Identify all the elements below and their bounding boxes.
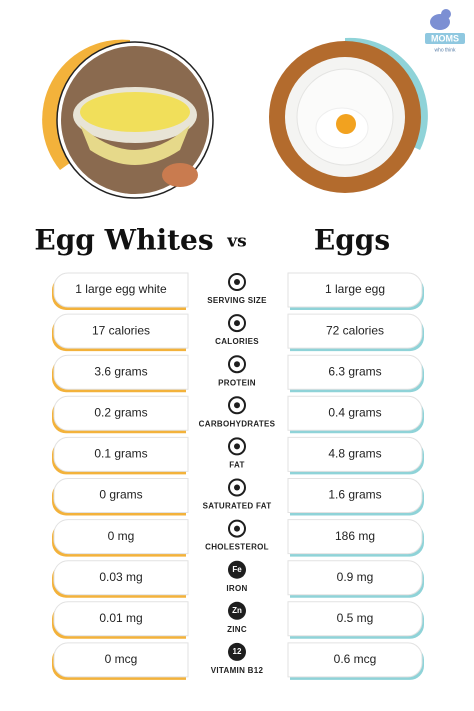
- title-left: Egg Whites: [34, 224, 213, 257]
- icon: [228, 642, 246, 661]
- icon: [228, 355, 246, 374]
- icon-dot: [234, 443, 240, 450]
- icon-dot: [234, 320, 240, 327]
- nutrient-label: VITAMIN B12: [211, 666, 264, 675]
- icon-dot: [234, 361, 240, 368]
- box: [53, 436, 189, 472]
- nutrient-label: SATURATED FAT: [203, 502, 272, 511]
- egg-whites-value: 0.03 mg: [99, 570, 142, 584]
- box: [287, 313, 423, 349]
- nutrient-label: CALORIES: [215, 337, 259, 346]
- eggs-value: 0.9 mg: [337, 570, 374, 584]
- eggs-value: 0.6 mcg: [334, 652, 377, 666]
- icon: [228, 519, 246, 538]
- egg-whites-value: 3.6 grams: [94, 364, 147, 378]
- box: [53, 354, 189, 390]
- eggs-value: 0.5 mg: [337, 611, 374, 625]
- box: [287, 395, 423, 431]
- eggs-value: 1 large egg: [325, 282, 385, 296]
- box: [53, 519, 189, 555]
- box: [287, 642, 423, 678]
- icon-text: 12: [233, 647, 242, 656]
- title-right: Eggs: [314, 224, 390, 257]
- box: [287, 478, 423, 513]
- box: [287, 354, 423, 390]
- egg-whites-value: 0 grams: [99, 488, 142, 502]
- icon-dot: [234, 402, 240, 409]
- nutrient-label: CHOLESTEROL: [205, 543, 269, 552]
- box: [287, 519, 423, 555]
- nutrient-label: IRON: [226, 584, 247, 593]
- logo-tagline: who think: [434, 47, 456, 53]
- nutrient-label: SERVING SIZE: [207, 296, 267, 305]
- egg-whites-value: 0 mcg: [105, 652, 138, 666]
- box: [53, 642, 189, 678]
- box: [53, 313, 189, 349]
- icon: [228, 314, 246, 333]
- title-vs: vs: [226, 232, 246, 252]
- icon-text: Fe: [232, 565, 242, 574]
- box: [287, 560, 423, 596]
- icon: [228, 601, 246, 620]
- icon: [228, 560, 246, 579]
- icon: [228, 437, 246, 456]
- eggs-value: 1.6 grams: [328, 488, 381, 502]
- nutrient-label: PROTEIN: [218, 378, 256, 387]
- nutrient-label: CARBOHYDRATES: [199, 419, 276, 428]
- box: [53, 272, 189, 308]
- box: [53, 478, 189, 513]
- box: [53, 395, 189, 431]
- box: [287, 601, 423, 637]
- egg-whites-value: 0.01 mg: [99, 611, 142, 625]
- icon: [228, 396, 246, 415]
- box: [287, 436, 423, 472]
- icon-dot: [234, 484, 240, 491]
- egg-whites-value: 0.1 grams: [94, 447, 147, 461]
- eggs-value: 0.4 grams: [328, 405, 381, 419]
- icon-text: Zn: [232, 606, 242, 615]
- nutrient-label: ZINC: [227, 625, 247, 634]
- eggs-value: 186 mg: [335, 529, 375, 543]
- egg-whites-value: 0.2 grams: [94, 405, 147, 419]
- egg-whites-value: 0 mg: [108, 529, 135, 543]
- eggs-value: 4.8 grams: [328, 447, 381, 461]
- icon-dot: [234, 279, 240, 285]
- box: [53, 601, 189, 637]
- egg-image: [269, 37, 428, 193]
- egg-whites-value: 1 large egg white: [75, 282, 167, 296]
- egg-whites-image: [42, 39, 214, 199]
- box: [287, 272, 423, 308]
- icon-dot: [234, 525, 240, 532]
- icon: [228, 478, 246, 497]
- eggs-value: 6.3 grams: [328, 364, 381, 378]
- egg-whites-value: 17 calories: [92, 323, 150, 337]
- logo: MOMS who think: [425, 9, 465, 53]
- logo-brand: MOMS: [431, 33, 459, 43]
- nutrient-label: FAT: [229, 461, 244, 470]
- icon: [228, 273, 246, 291]
- box: [53, 560, 189, 596]
- eggs-value: 72 calories: [326, 323, 384, 337]
